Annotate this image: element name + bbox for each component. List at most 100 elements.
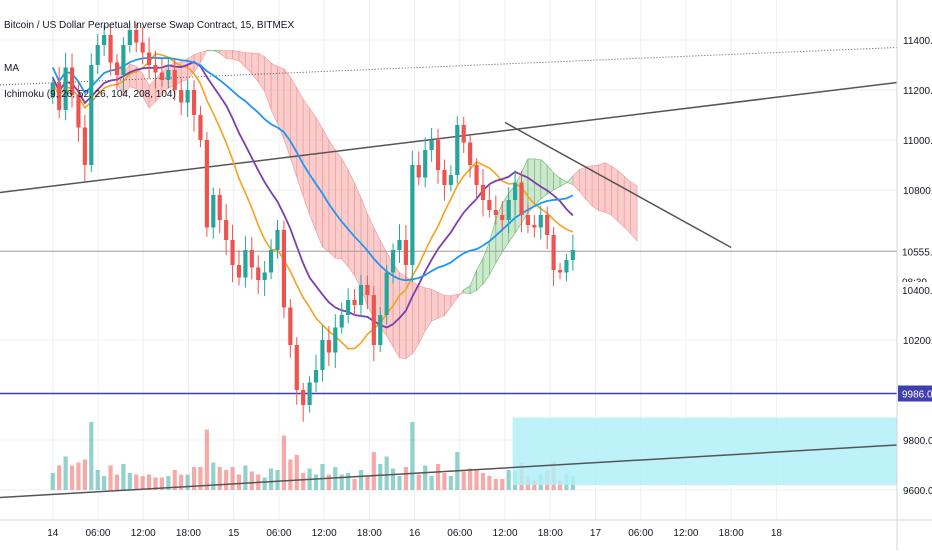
volume-bar bbox=[352, 479, 357, 490]
candle-body bbox=[333, 327, 338, 353]
candle bbox=[442, 159, 447, 201]
x-tick-label: 18:00 bbox=[719, 528, 744, 539]
candle bbox=[371, 286, 376, 362]
trendline-descending bbox=[504, 121, 732, 249]
x-tick-label: 12:00 bbox=[312, 528, 337, 539]
volume-bar bbox=[371, 452, 376, 490]
volume-bar bbox=[230, 467, 235, 490]
volume-bar bbox=[275, 470, 280, 490]
candle-body bbox=[378, 315, 383, 345]
candle-body bbox=[281, 230, 287, 308]
volume-bar bbox=[114, 474, 120, 490]
legend-ma[interactable]: MA bbox=[4, 63, 19, 74]
candle bbox=[294, 337, 299, 405]
candle-body bbox=[179, 90, 184, 103]
volume-bar bbox=[249, 471, 254, 490]
cloud-segment bbox=[566, 175, 574, 186]
candle-body bbox=[371, 295, 376, 345]
candle bbox=[95, 34, 100, 74]
y-tick-label: 9800.0 bbox=[903, 436, 932, 447]
cloud-segment bbox=[476, 258, 484, 292]
highlight-box-layer bbox=[512, 417, 897, 485]
candle-body bbox=[236, 265, 242, 278]
chart-title: Bitcoin / US Dollar Perpetual Inverse Sw… bbox=[4, 20, 295, 31]
cloud-segment bbox=[418, 285, 426, 345]
candle-body bbox=[564, 260, 569, 273]
volume-bar bbox=[69, 465, 75, 490]
candle-body bbox=[134, 30, 139, 43]
volume-bar bbox=[89, 422, 94, 490]
volume-bar bbox=[57, 465, 62, 490]
volume-bar bbox=[262, 477, 267, 490]
candle-body bbox=[474, 165, 479, 185]
cloud-segment bbox=[611, 165, 619, 222]
cloud-segment bbox=[290, 76, 298, 178]
candle bbox=[525, 204, 531, 233]
volume-bar bbox=[294, 455, 299, 490]
candle-body bbox=[423, 150, 428, 178]
cloud-segment bbox=[469, 270, 477, 295]
volume-bar bbox=[442, 473, 447, 490]
candle-body bbox=[57, 82, 62, 110]
cloud-segment bbox=[527, 158, 535, 214]
cloud-segment bbox=[322, 127, 330, 253]
candle bbox=[435, 128, 441, 184]
candle-body bbox=[95, 45, 100, 65]
volume-bar bbox=[416, 474, 421, 490]
cloud-segment bbox=[354, 182, 362, 289]
candle bbox=[403, 225, 409, 280]
candle bbox=[512, 170, 518, 216]
volume-bar bbox=[506, 470, 511, 490]
cloud-segment bbox=[206, 49, 214, 52]
candle bbox=[448, 165, 453, 192]
candle bbox=[262, 261, 267, 296]
x-tick-label: 06:00 bbox=[447, 528, 472, 539]
candle bbox=[474, 158, 479, 200]
candle bbox=[423, 137, 428, 188]
cloud-segment bbox=[578, 166, 587, 201]
candle bbox=[301, 383, 306, 422]
candle bbox=[63, 52, 68, 121]
candle bbox=[397, 224, 402, 263]
cloud-segment bbox=[251, 52, 259, 83]
cloud-segment bbox=[598, 162, 606, 213]
candle-body bbox=[224, 220, 229, 240]
y-tick-label: 10200.0 bbox=[903, 336, 932, 347]
volume-bar bbox=[480, 473, 486, 490]
cloud-segment bbox=[617, 169, 625, 228]
candle bbox=[320, 325, 325, 382]
volume-bar bbox=[121, 464, 126, 490]
cloud-segment bbox=[225, 50, 233, 60]
volume-bar bbox=[281, 435, 287, 490]
candle bbox=[570, 234, 575, 271]
cloud-segment bbox=[482, 242, 490, 286]
cloud-segment bbox=[546, 164, 554, 195]
ichimoku-cloud bbox=[116, 49, 638, 360]
candle-body bbox=[390, 250, 396, 273]
candle bbox=[532, 215, 537, 238]
x-tick-label: 12:00 bbox=[131, 528, 156, 539]
partial-price-tag-text: 10400.0 bbox=[902, 286, 932, 297]
candle-body bbox=[102, 35, 107, 45]
volume-bar bbox=[346, 473, 351, 490]
candle bbox=[121, 37, 126, 92]
candle bbox=[172, 58, 177, 101]
cloud-segment bbox=[232, 50, 240, 62]
cloud-segment bbox=[212, 49, 221, 54]
volume-bar bbox=[146, 474, 152, 490]
candle-body bbox=[326, 340, 331, 353]
cloud-segment bbox=[412, 281, 420, 355]
candle bbox=[288, 299, 293, 358]
cloud-segment bbox=[309, 107, 317, 232]
candle-body bbox=[320, 340, 325, 370]
trendline-upper bbox=[0, 81, 898, 194]
partial-price-tag: 10400.0 bbox=[898, 282, 932, 298]
candle bbox=[384, 265, 389, 324]
legend-ichimoku[interactable]: Ichimoku (9, 26, 52, 26, 104, 208, 104) bbox=[4, 89, 176, 100]
candle bbox=[211, 187, 216, 239]
candle bbox=[50, 76, 55, 104]
ma-purple-line bbox=[51, 60, 574, 329]
candle bbox=[339, 302, 344, 334]
